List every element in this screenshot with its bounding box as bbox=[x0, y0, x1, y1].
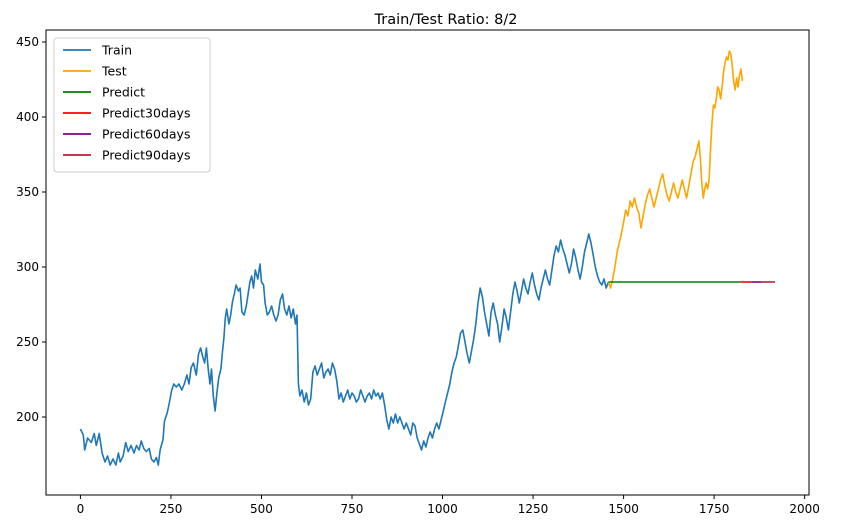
x-tick-label: 1750 bbox=[699, 502, 730, 516]
y-tick-label: 200 bbox=[16, 410, 39, 424]
plot-area-frame bbox=[45, 29, 810, 496]
x-tick-label: 750 bbox=[341, 502, 364, 516]
y-tick-label: 350 bbox=[16, 185, 39, 199]
x-tick-label: 500 bbox=[250, 502, 273, 516]
series-line-test bbox=[607, 50, 744, 289]
plot-lines bbox=[79, 50, 775, 466]
y-tick-label: 250 bbox=[16, 335, 39, 349]
x-tick-label: 2000 bbox=[789, 502, 820, 516]
series-line-train bbox=[79, 233, 610, 466]
legend-label-train: Train bbox=[101, 43, 132, 58]
legend: Train Test Predict Predict30days Predict60da… bbox=[53, 37, 211, 173]
legend-label-predict30days: Predict30days bbox=[102, 106, 190, 121]
legend-label-predict60days: Predict60days bbox=[102, 127, 190, 142]
y-tick-label: 300 bbox=[16, 260, 39, 274]
x-tick-label: 1250 bbox=[518, 502, 549, 516]
y-axis: 200 250 300 350 400 450 bbox=[16, 35, 46, 424]
chart-title: Train/Test Ratio: 8/2 bbox=[374, 12, 518, 28]
x-tick-label: 0 bbox=[77, 502, 85, 516]
legend-label-predict: Predict bbox=[102, 85, 145, 100]
legend-label-test: Test bbox=[101, 64, 127, 79]
legend-label-predict90days: Predict90days bbox=[102, 148, 190, 163]
x-tick-label: 1000 bbox=[427, 502, 458, 516]
x-tick-label: 250 bbox=[159, 502, 182, 516]
x-tick-label: 1500 bbox=[608, 502, 639, 516]
y-tick-label: 450 bbox=[16, 35, 39, 49]
x-axis: 0 250 500 750 1000 1250 1500 1750 2000 bbox=[77, 495, 820, 516]
legend-box bbox=[53, 37, 211, 173]
y-tick-label: 400 bbox=[16, 110, 39, 124]
